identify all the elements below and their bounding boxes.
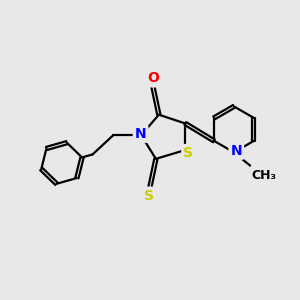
Text: S: S	[143, 189, 154, 202]
Text: CH₃: CH₃	[252, 169, 277, 182]
Text: N: N	[230, 144, 242, 158]
Text: N: N	[135, 127, 146, 141]
Text: O: O	[147, 71, 159, 85]
Text: S: S	[183, 146, 193, 160]
